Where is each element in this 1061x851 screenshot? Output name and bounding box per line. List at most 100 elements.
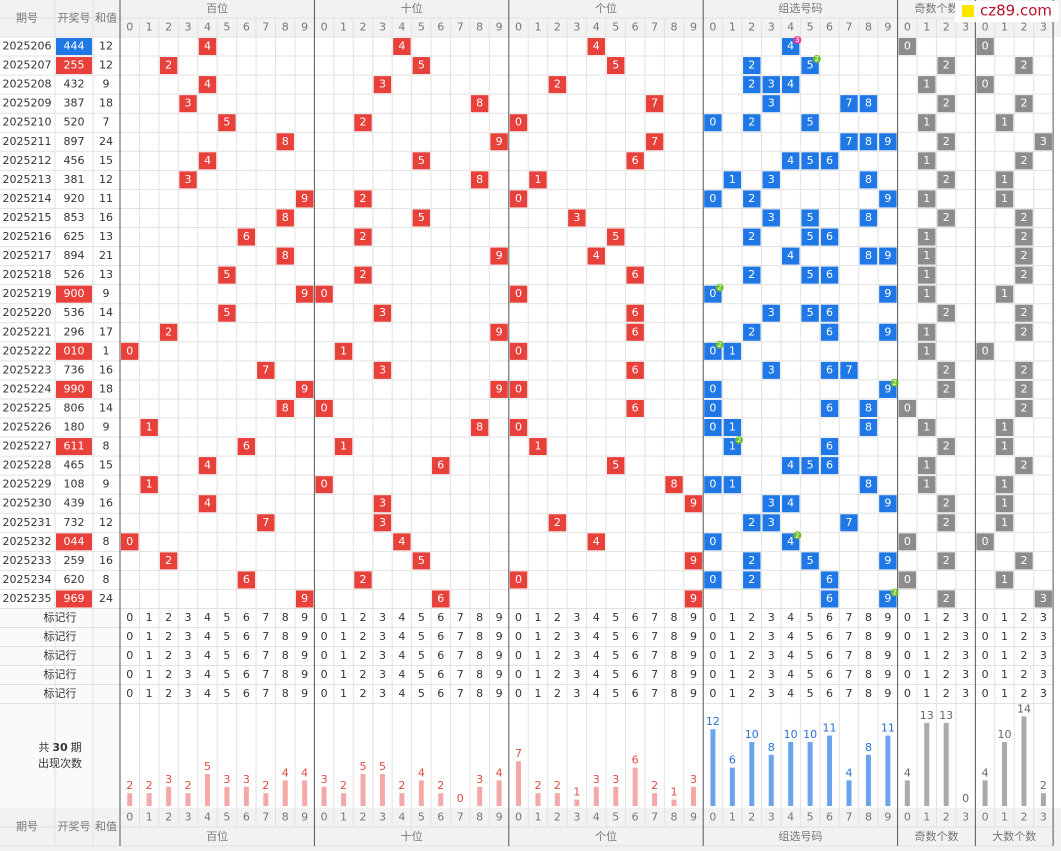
odd-mark-bg (918, 476, 936, 494)
group-mark: 8 (865, 401, 872, 414)
mark-digit: 1 (923, 630, 930, 643)
sum: 12 (99, 516, 113, 529)
count-bar (924, 722, 930, 806)
footer-digit: 4 (593, 811, 600, 824)
mark-digit: 7 (651, 630, 658, 643)
group-mark: 6 (826, 325, 833, 338)
sum: 18 (99, 382, 113, 395)
draw-number: 990 (64, 382, 85, 395)
position-mark-bg (334, 438, 353, 456)
draw-number: 255 (64, 59, 85, 72)
position-mark-bg (295, 285, 314, 303)
count-label: 1 (573, 786, 580, 799)
count-label: 14 (1017, 702, 1031, 715)
issue: 2025218 (3, 268, 52, 281)
header-digit: 1 (923, 21, 930, 34)
sum: 16 (99, 554, 113, 567)
group-mark: 5 (807, 459, 814, 472)
footer-digit: 4 (204, 811, 211, 824)
mark-row-label: 标记行 (44, 629, 77, 643)
big-mark: 1 (1001, 173, 1008, 186)
odd-mark-bg (918, 190, 936, 208)
position-mark: 6 (437, 592, 444, 605)
position-mark-bg (509, 114, 528, 132)
footer-digit: 9 (301, 811, 308, 824)
header-digit: 5 (807, 21, 814, 34)
mark-digit: 0 (904, 649, 911, 662)
footer-digit: 6 (437, 811, 444, 824)
big-mark: 3 (1040, 135, 1047, 148)
mark-digit: 3 (768, 649, 775, 662)
mark-digit: 5 (418, 687, 425, 700)
mark-digit: 2 (554, 668, 561, 681)
count-bar (827, 735, 833, 806)
draw-number: 108 (64, 478, 85, 491)
mark-digit: 6 (243, 611, 250, 624)
position-mark: 7 (262, 363, 269, 376)
mark-digit: 4 (204, 630, 211, 643)
mark-digit: 6 (243, 630, 250, 643)
mark-digit: 5 (807, 611, 814, 624)
position-mark-bg (509, 380, 528, 398)
header-label: 开奖号 (58, 11, 91, 25)
mark-digit: 8 (476, 687, 483, 700)
mark-digit: 0 (321, 687, 328, 700)
odd-mark-bg (918, 285, 936, 303)
mark-digit: 2 (1020, 687, 1027, 700)
group-footer: 十位 (401, 829, 423, 843)
count-label: 4 (418, 766, 425, 779)
mark-digit: 9 (301, 611, 308, 624)
number-bg (56, 57, 92, 75)
mark-digit: 4 (398, 687, 405, 700)
odd-mark: 1 (923, 459, 930, 472)
position-mark-bg (568, 209, 586, 227)
sum: 14 (99, 306, 113, 319)
group-mark: 8 (865, 173, 872, 186)
group-mark: 8 (865, 211, 872, 224)
position-mark-bg (509, 342, 528, 360)
mark-digit: 9 (496, 668, 503, 681)
footer-digit: 6 (632, 811, 639, 824)
mark-digit: 0 (515, 630, 522, 643)
group-mark-bg (743, 57, 761, 75)
header-label: 和值 (95, 12, 117, 25)
group-mark: 7 (846, 516, 853, 529)
big-mark: 2 (1020, 382, 1027, 395)
group-mark-bg (820, 399, 839, 417)
mark-digit: 2 (360, 668, 367, 681)
position-mark: 3 (379, 516, 386, 529)
sum: 8 (103, 535, 110, 548)
mark-digit: 0 (982, 630, 989, 643)
group-mark: 3 (768, 516, 775, 529)
mark-digit: 9 (496, 649, 503, 662)
group-mark-bg (801, 114, 819, 132)
draw-number: 387 (64, 97, 85, 110)
position-mark: 1 (146, 421, 153, 434)
odd-mark: 2 (943, 592, 950, 605)
mark-digit: 5 (223, 630, 230, 643)
mark-digit: 2 (360, 630, 367, 643)
odd-mark: 1 (923, 249, 930, 262)
mark-digit: 0 (515, 649, 522, 662)
group-mark-bg (801, 228, 819, 246)
position-mark-bg (315, 285, 333, 303)
group-mark: 6 (826, 573, 833, 586)
mark-digit: 2 (1020, 649, 1027, 662)
mark-digit: 9 (301, 687, 308, 700)
footer-digit: 1 (534, 811, 541, 824)
position-mark-bg (295, 380, 314, 398)
position-mark-bg (626, 361, 644, 379)
position-mark-bg (607, 57, 625, 75)
issue: 2025213 (3, 173, 52, 186)
mark-digit: 8 (865, 630, 872, 643)
position-mark: 5 (223, 116, 230, 129)
count-bar (807, 742, 813, 806)
mark-digit: 2 (360, 649, 367, 662)
footer-digit: 0 (709, 811, 716, 824)
mark-digit: 8 (671, 630, 678, 643)
mark-digit: 1 (340, 649, 347, 662)
summary-part: 30 (52, 741, 68, 754)
mark-digit: 6 (437, 630, 444, 643)
count-bar (146, 793, 152, 806)
